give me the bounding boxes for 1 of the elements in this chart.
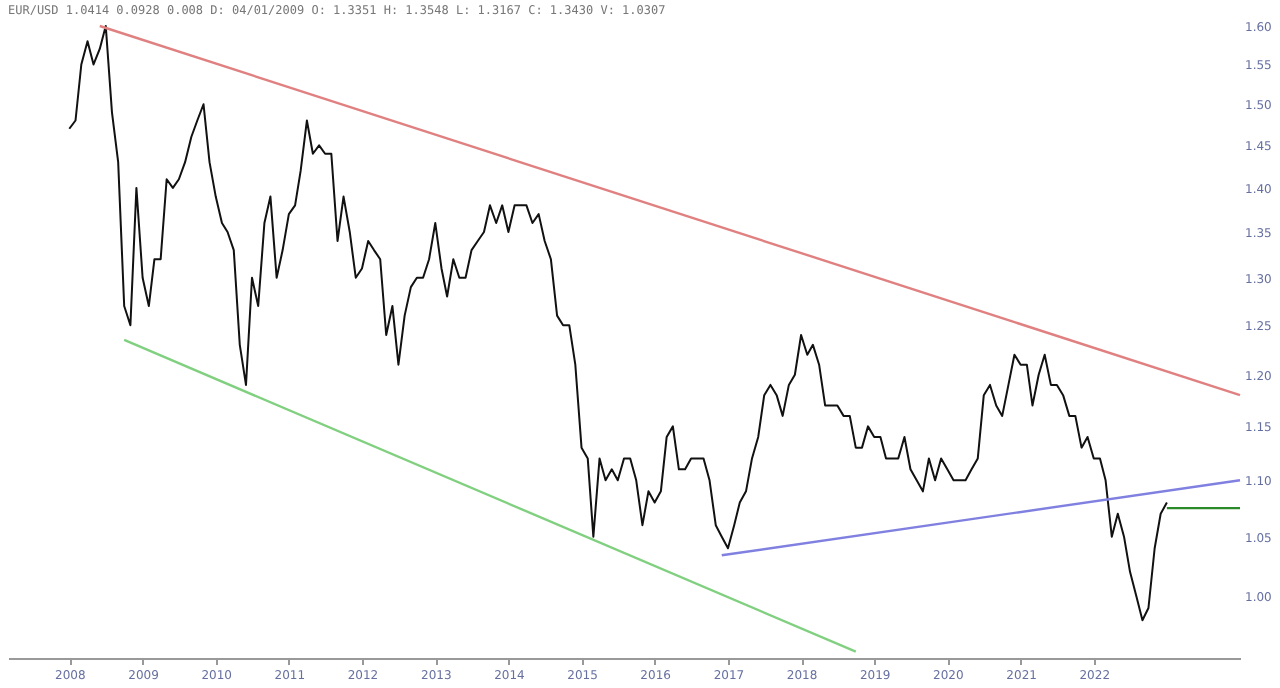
line-series <box>68 25 1168 622</box>
